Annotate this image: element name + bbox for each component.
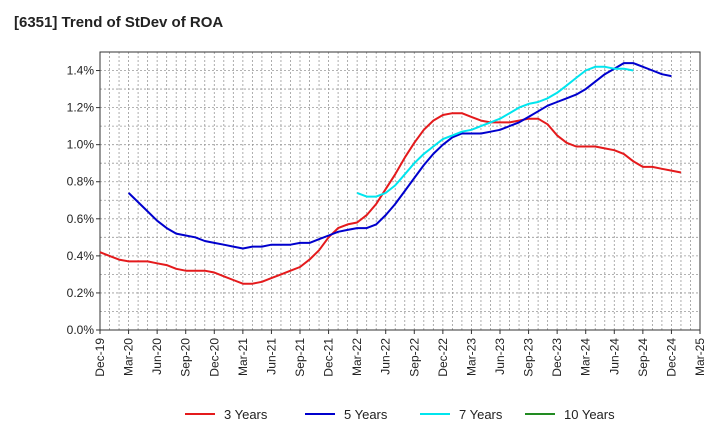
x-tick-label: Dec-22 xyxy=(436,338,450,377)
x-tick-label: Dec-20 xyxy=(207,338,221,377)
series-line-5-years xyxy=(127,62,672,250)
chart-title: [6351] Trend of StDev of ROA xyxy=(14,14,224,31)
x-tick-label: Mar-22 xyxy=(350,338,364,376)
y-tick-label: 0.8% xyxy=(67,175,95,189)
x-tick-label: Mar-25 xyxy=(693,338,707,376)
series-line-7-years xyxy=(356,65,634,198)
x-tick-label: Dec-24 xyxy=(664,338,678,377)
legend-label: 7 Years xyxy=(459,407,503,422)
x-tick-label: Sep-21 xyxy=(293,338,307,377)
y-tick-label: 0.2% xyxy=(67,286,95,300)
horizontal-gridlines xyxy=(100,70,700,312)
x-tick-label: Jun-20 xyxy=(150,338,164,375)
legend-label: 10 Years xyxy=(564,407,615,422)
x-tick-label: Mar-23 xyxy=(464,338,478,376)
plot-background xyxy=(100,52,700,330)
legend-label: 5 Years xyxy=(344,407,388,422)
x-tick-label: Mar-24 xyxy=(579,338,593,376)
y-tick-label: 1.0% xyxy=(67,138,95,152)
legend-label: 3 Years xyxy=(224,407,268,422)
x-tick-label: Jun-24 xyxy=(607,338,621,375)
x-tick-label: Dec-19 xyxy=(93,338,107,377)
y-tick-label: 1.2% xyxy=(67,101,95,115)
x-tick-label: Jun-21 xyxy=(264,338,278,375)
x-tick-label: Sep-22 xyxy=(407,338,421,377)
series-lines xyxy=(99,62,682,285)
y-tick-label: 0.4% xyxy=(67,249,95,263)
plot-frame xyxy=(99,51,701,331)
x-tick-label: Dec-23 xyxy=(550,338,564,377)
x-tick-label: Sep-24 xyxy=(636,338,650,377)
x-tick-label: Jun-23 xyxy=(493,338,507,375)
x-tick-label: Sep-20 xyxy=(179,338,193,377)
x-tick-label: Dec-21 xyxy=(322,338,336,377)
x-tick-label: Mar-21 xyxy=(236,338,250,376)
y-tick-label: 0.0% xyxy=(67,323,95,337)
y-tick-label: 1.4% xyxy=(67,64,95,78)
series-line-3-years xyxy=(99,112,682,285)
legend: 3 Years 5 Years 7 Years 10 Years xyxy=(185,407,615,422)
x-tick-label: Sep-23 xyxy=(522,338,536,377)
x-tick-label: Jun-22 xyxy=(379,338,393,375)
x-axis-ticks: Dec-19 Mar-20 Jun-20 Sep-20 Dec-20 Mar-21 Jun-… xyxy=(93,330,707,377)
x-tick-label: Mar-20 xyxy=(122,338,136,376)
y-axis-ticks: 0.0% 0.2% 0.4% 0.6% 0.8% 1.0% 1.2% 1.4% xyxy=(67,64,100,337)
y-tick-label: 0.6% xyxy=(67,212,95,226)
